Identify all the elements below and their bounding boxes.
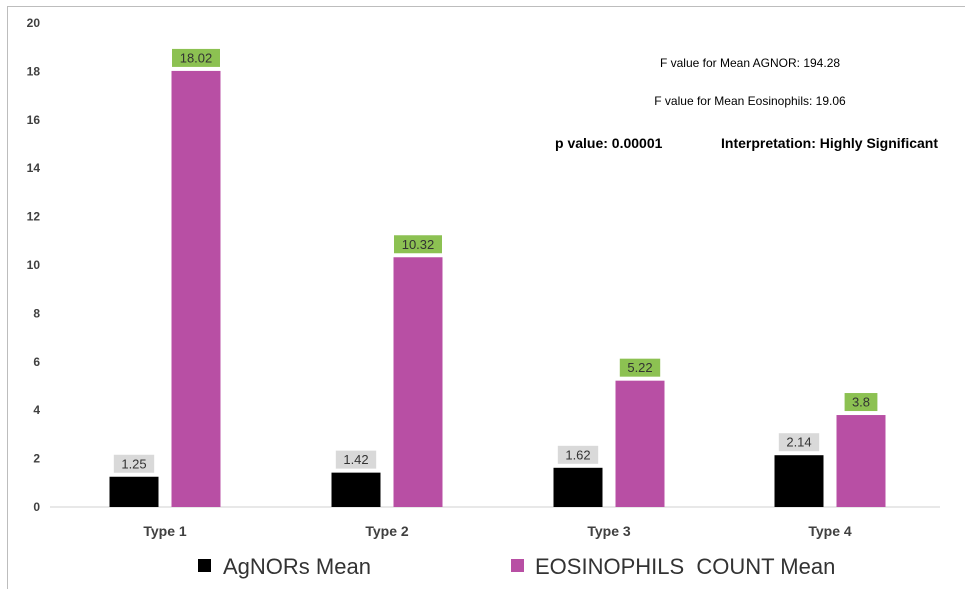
p-value-note: p value: 0.00001 <box>555 135 663 151</box>
y-tick-label: 4 <box>33 403 40 417</box>
legend-label-agnors: AgNORs Mean <box>223 554 371 579</box>
data-label: 1.62 <box>565 447 590 462</box>
data-label-background <box>172 48 220 67</box>
data-label-background <box>335 450 377 469</box>
data-label: 3.8 <box>852 395 870 410</box>
bar <box>109 476 159 507</box>
data-label: 18.02 <box>180 50 213 65</box>
y-tick-label: 18 <box>27 64 41 78</box>
interpretation-note: Interpretation: Highly Significant <box>721 135 938 151</box>
x-tick-label: Type 2 <box>365 523 409 539</box>
y-tick-label: 20 <box>27 16 41 30</box>
data-labels: 1.25 1.42 1.62 2.14 18.02 10.32 5.22 3.8 <box>113 48 878 473</box>
data-label-background <box>113 454 155 473</box>
f-value-eosinophils-note: F value for Mean Eosinophils: 19.06 <box>654 94 846 108</box>
data-label-background <box>557 445 599 464</box>
legend-label-eosinophils: EOSINOPHILS COUNT Mean <box>535 554 835 579</box>
data-label-background <box>844 393 878 412</box>
legend-swatch-agnors <box>198 559 211 572</box>
chart-frame <box>7 6 965 589</box>
bar <box>836 415 886 507</box>
y-tick-label: 0 <box>33 500 40 514</box>
legend-swatch-eosinophils <box>511 559 524 572</box>
x-axis-ticks: Type 1 Type 2 Type 3 Type 4 <box>143 523 852 539</box>
data-label-background <box>394 235 442 254</box>
bar <box>615 380 665 507</box>
x-tick-label: Type 1 <box>143 523 187 539</box>
data-label: 1.42 <box>343 452 368 467</box>
y-tick-label: 12 <box>27 210 41 224</box>
y-tick-label: 14 <box>27 161 41 175</box>
data-label-background <box>619 358 661 377</box>
bars <box>109 70 886 507</box>
y-tick-label: 8 <box>33 306 40 320</box>
bar <box>171 70 221 507</box>
data-label: 1.25 <box>121 456 146 471</box>
f-value-agnor-note: F value for Mean AGNOR: 194.28 <box>660 56 840 70</box>
data-label-background <box>778 433 820 452</box>
y-tick-label: 2 <box>33 452 40 466</box>
x-tick-label: Type 4 <box>808 523 852 539</box>
bar <box>553 467 603 507</box>
y-axis-ticks: 0 2 4 6 8 10 12 14 16 18 20 <box>27 16 41 514</box>
bar <box>331 472 381 507</box>
legend: AgNORs Mean EOSINOPHILS COUNT Mean <box>198 554 835 579</box>
y-tick-label: 16 <box>27 113 41 127</box>
data-label: 5.22 <box>627 360 652 375</box>
x-tick-label: Type 3 <box>587 523 631 539</box>
y-tick-label: 6 <box>33 355 40 369</box>
y-tick-label: 10 <box>27 258 41 272</box>
bar <box>774 455 824 507</box>
bar <box>393 257 443 507</box>
data-label: 10.32 <box>402 237 435 252</box>
data-label: 2.14 <box>786 435 811 450</box>
